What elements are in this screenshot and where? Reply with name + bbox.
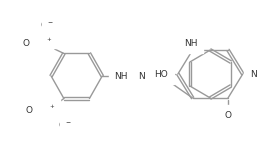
Text: NH: NH: [114, 71, 128, 81]
Text: +: +: [49, 104, 54, 109]
Text: O: O: [58, 121, 66, 130]
Text: HO: HO: [154, 70, 168, 78]
Text: O: O: [225, 111, 232, 119]
Text: NH: NH: [184, 38, 197, 48]
Text: O: O: [41, 21, 48, 30]
Text: O: O: [25, 106, 32, 115]
Text: N: N: [41, 39, 48, 48]
Text: +: +: [46, 37, 51, 42]
Text: N: N: [138, 71, 145, 81]
Text: N: N: [250, 70, 256, 78]
Text: N: N: [44, 106, 51, 115]
Text: −: −: [65, 119, 70, 124]
Text: −: −: [48, 19, 53, 24]
Text: O: O: [22, 39, 29, 48]
